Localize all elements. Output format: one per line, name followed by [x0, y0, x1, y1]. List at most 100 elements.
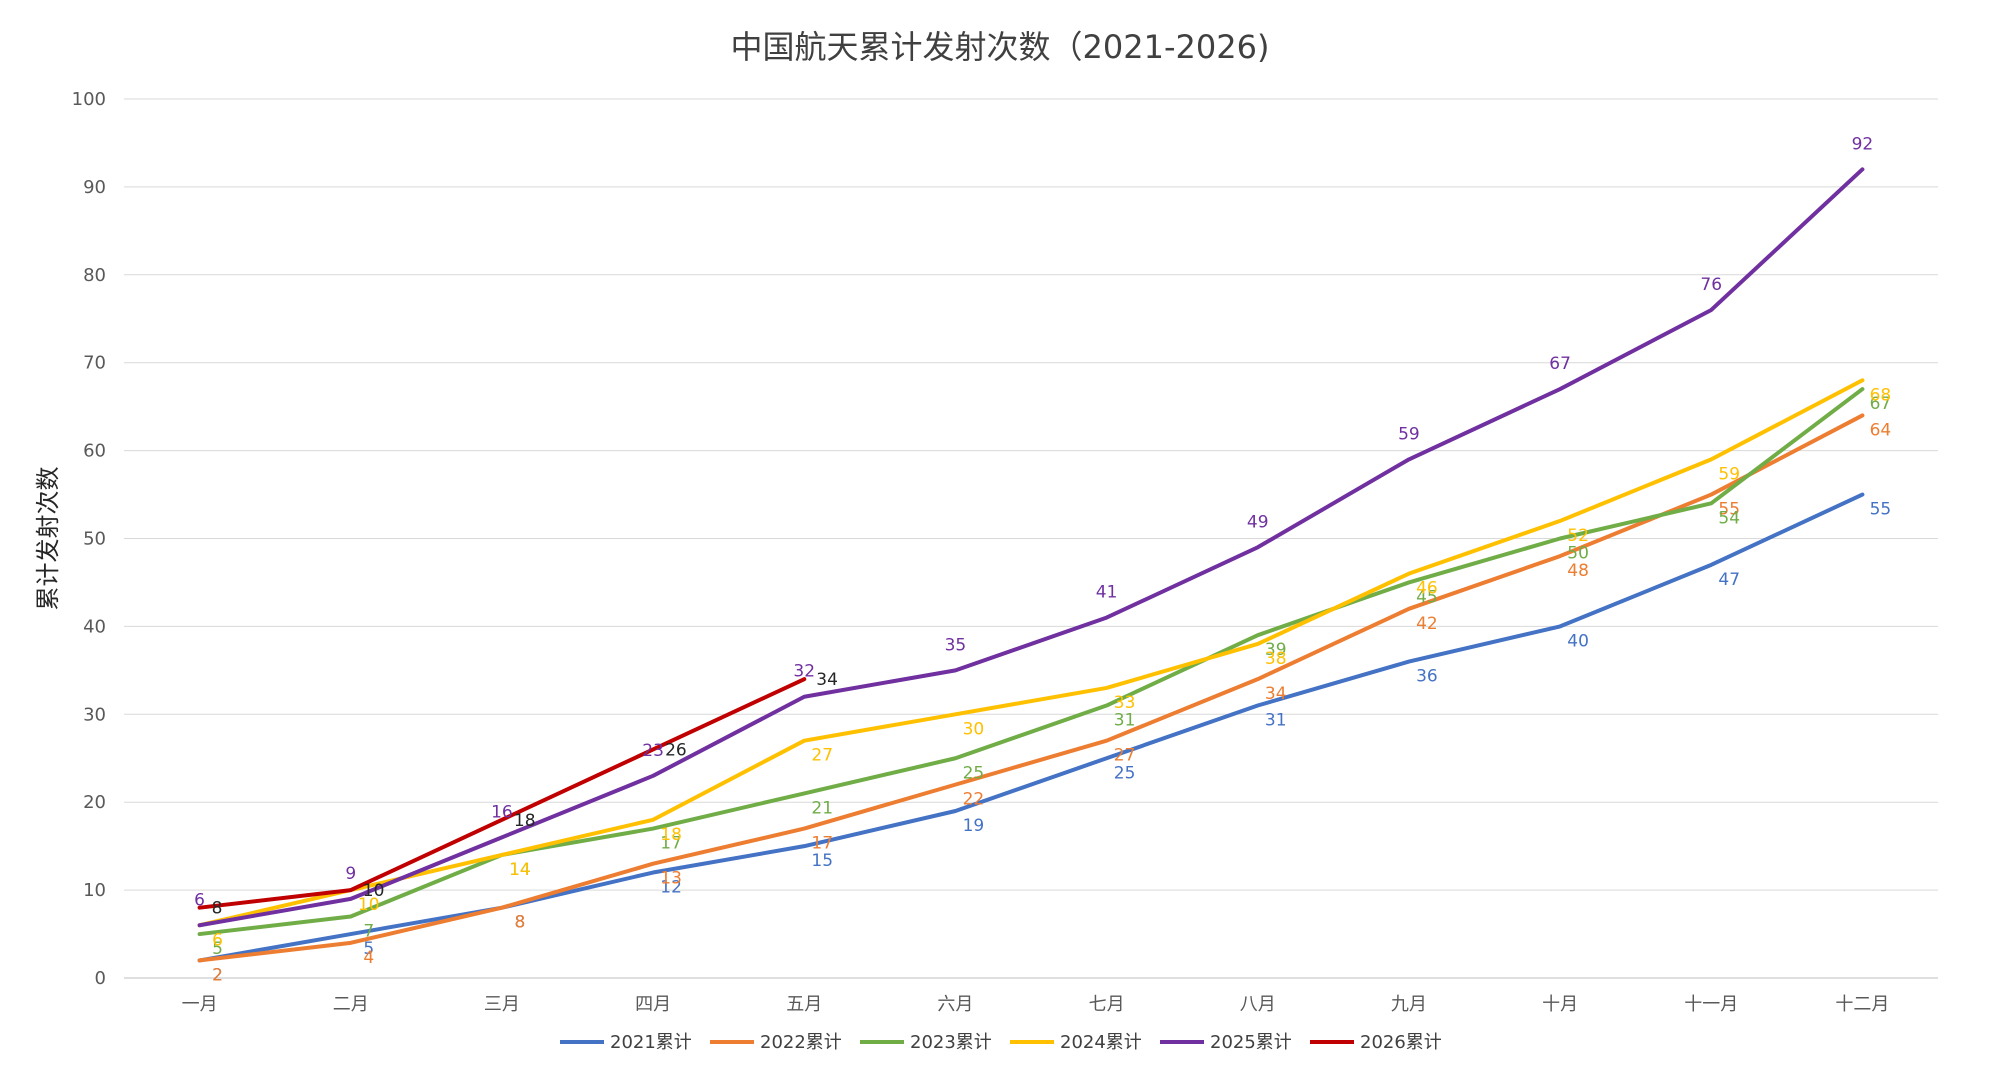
- data-label: 76: [1700, 275, 1722, 295]
- y-tick-label: 30: [83, 704, 106, 725]
- data-label: 2: [212, 965, 223, 985]
- data-label: 17: [811, 834, 833, 854]
- data-label: 8: [515, 913, 526, 933]
- data-label: 23: [642, 741, 664, 761]
- data-label: 18: [514, 811, 536, 831]
- series-line: [197, 677, 807, 910]
- legend-label: 2023累计: [910, 1032, 992, 1053]
- y-tick-label: 10: [83, 880, 106, 901]
- data-label: 7: [363, 921, 374, 941]
- y-tick-label: 60: [83, 441, 106, 462]
- data-label: 92: [1852, 134, 1874, 154]
- data-label: 2: [212, 965, 223, 985]
- data-label: 54: [1718, 508, 1740, 528]
- data-label: 49: [1247, 512, 1269, 532]
- y-tick-label: 80: [83, 265, 106, 286]
- data-label: 50: [1567, 544, 1589, 564]
- data-label: 18: [660, 825, 682, 845]
- data-label: 19: [963, 816, 985, 836]
- x-tick-label: 十月: [1542, 994, 1578, 1015]
- data-label: 31: [1265, 711, 1287, 731]
- series-line: [197, 413, 1865, 963]
- data-label: 45: [1416, 587, 1438, 607]
- data-label: 6: [194, 890, 205, 910]
- data-label: 26: [665, 740, 687, 760]
- x-tick-label: 二月: [333, 994, 369, 1015]
- data-label: 34: [1265, 684, 1287, 704]
- data-label: 59: [1398, 424, 1420, 444]
- x-tick-label: 六月: [937, 994, 973, 1015]
- data-label: 33: [1114, 693, 1136, 713]
- data-label: 14: [509, 860, 531, 880]
- data-label: 5: [363, 939, 374, 959]
- data-label: 8: [515, 913, 526, 933]
- data-label: 34: [816, 670, 838, 690]
- data-label: 12: [660, 878, 682, 898]
- y-tick-label: 40: [83, 616, 106, 637]
- data-label: 39: [1265, 640, 1287, 660]
- data-label: 67: [1870, 394, 1892, 414]
- data-label: 40: [1567, 631, 1589, 651]
- data-label: 10: [358, 895, 380, 915]
- x-tick-label: 五月: [786, 994, 822, 1015]
- data-label: 16: [491, 802, 513, 822]
- data-label: 27: [1114, 746, 1136, 766]
- data-label: 64: [1870, 420, 1892, 440]
- series-line: [197, 378, 1865, 928]
- data-label: 31: [1114, 711, 1136, 731]
- data-label: 22: [963, 790, 985, 810]
- data-label: 30: [963, 719, 985, 739]
- data-label: 55: [1718, 500, 1740, 520]
- x-tick-label: 一月: [182, 994, 218, 1015]
- data-label: 25: [1114, 763, 1136, 783]
- data-label: 27: [811, 746, 833, 766]
- data-label: 59: [1718, 464, 1740, 484]
- legend-label: 2026累计: [1360, 1032, 1442, 1053]
- x-tick-label: 十二月: [1835, 994, 1889, 1015]
- data-label: 41: [1096, 583, 1118, 603]
- y-axis-title: 累计发射次数: [34, 467, 62, 611]
- x-tick-label: 十一月: [1684, 994, 1738, 1015]
- legend-label: 2025累计: [1210, 1032, 1292, 1053]
- legend-label: 2024累计: [1060, 1032, 1142, 1053]
- data-label: 36: [1416, 667, 1438, 687]
- data-label: 6: [212, 930, 223, 950]
- data-label: 68: [1870, 385, 1892, 405]
- data-label: 32: [793, 662, 815, 682]
- data-label: 47: [1718, 570, 1740, 590]
- series-line: [197, 167, 1865, 928]
- data-label: 52: [1567, 526, 1589, 546]
- data-label: 17: [660, 834, 682, 854]
- legend-label: 2022累计: [760, 1032, 842, 1053]
- data-label: 13: [660, 869, 682, 889]
- data-label: 9: [345, 864, 356, 884]
- series-line: [197, 387, 1865, 937]
- chart-title: 中国航天累计发射次数（2021-2026): [730, 28, 1270, 66]
- data-label: 67: [1549, 354, 1571, 374]
- data-label: 38: [1265, 649, 1287, 669]
- x-tick-label: 三月: [484, 994, 520, 1015]
- data-label: 46: [1416, 579, 1438, 599]
- data-label: 35: [945, 635, 967, 655]
- legend-label: 2021累计: [610, 1032, 692, 1053]
- data-label: 8: [212, 899, 223, 919]
- y-tick-label: 50: [83, 529, 106, 550]
- y-tick-label: 70: [83, 353, 106, 374]
- data-label: 15: [811, 851, 833, 871]
- data-label: 21: [811, 798, 833, 818]
- data-label: 48: [1567, 561, 1589, 581]
- data-label: 4: [363, 948, 374, 968]
- x-tick-label: 四月: [635, 994, 671, 1015]
- data-label: 55: [1870, 500, 1892, 520]
- data-label: 10: [363, 881, 385, 901]
- data-label: 14: [509, 860, 531, 880]
- data-label: 25: [963, 763, 985, 783]
- x-tick-label: 七月: [1089, 994, 1125, 1015]
- data-label: 5: [212, 939, 223, 959]
- y-tick-label: 20: [83, 792, 106, 813]
- y-tick-label: 90: [83, 177, 106, 198]
- x-tick-label: 八月: [1240, 994, 1276, 1015]
- y-tick-label: 0: [95, 968, 106, 989]
